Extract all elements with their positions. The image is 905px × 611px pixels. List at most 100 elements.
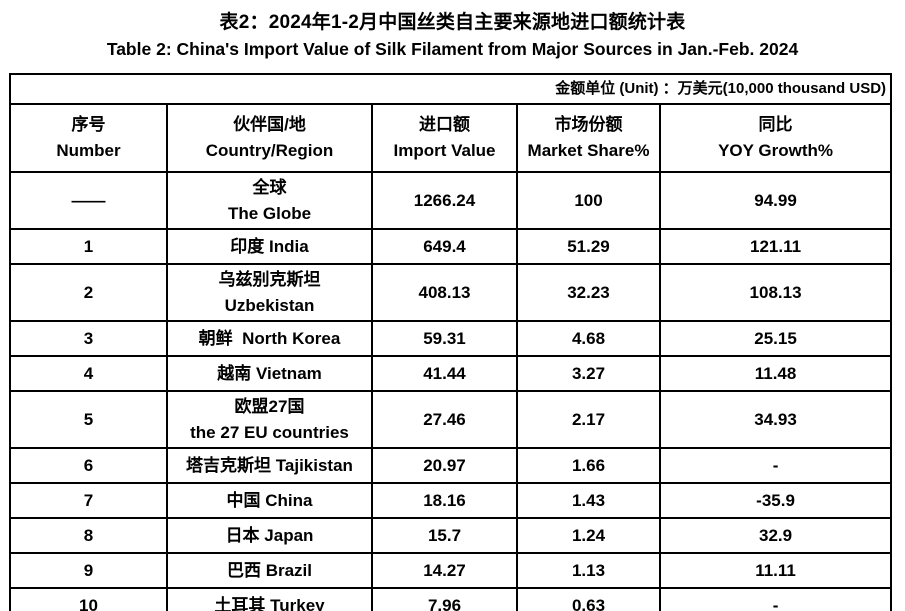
cell-import-value: 27.46	[371, 390, 518, 449]
column-header-country-region: 伙伴国/地 Country/Region	[166, 103, 373, 173]
cell-number: ——	[9, 171, 168, 230]
column-header-number: 序号 Number	[9, 103, 168, 173]
cell-country: 日本 Japan	[166, 517, 373, 554]
column-header-en-label: Country/Region	[205, 141, 334, 160]
country-line: 中国 China	[226, 490, 313, 510]
cell-country: 印度 India	[166, 228, 373, 265]
column-header-import-value: 进口额 Import Value	[371, 103, 518, 173]
table-title-english: Table 2: China's Import Value of Silk Fi…	[106, 39, 799, 59]
table-row: 5 欧盟27国 the 27 EU countries 27.46 2.17 34.93	[9, 390, 893, 449]
column-header-market-share: 市场份额 Market Share%	[516, 103, 661, 173]
cell-market-share: 1.13	[516, 552, 661, 589]
cell-market-share: 0.63	[516, 587, 661, 611]
country-line: Uzbekistan	[224, 295, 315, 315]
cell-yoy-growth: -	[658, 587, 893, 611]
cell-import-value: 14.27	[371, 552, 518, 589]
cell-import-value: 1266.24	[371, 171, 518, 230]
cell-market-share: 1.66	[516, 447, 661, 484]
cell-country: 全球 The Globe	[166, 171, 373, 230]
cell-import-value: 649.4	[371, 228, 518, 265]
cell-country: 塔吉克斯坦 Tajikistan	[166, 447, 373, 484]
table-row: 2 乌兹别克斯坦 Uzbekistan 408.13 32.23 108.13	[9, 263, 893, 322]
cell-number: 9	[9, 552, 168, 589]
column-header-zh-label: 同比	[758, 115, 793, 134]
cell-number: 3	[9, 320, 168, 357]
column-header-yoy-growth: 同比 YOY Growth%	[658, 103, 893, 173]
cell-yoy-growth: 11.48	[658, 355, 893, 392]
cell-yoy-growth: 121.11	[658, 228, 893, 265]
table-row: 3 朝鲜 North Korea 59.31 4.68 25.15	[9, 320, 893, 357]
cell-yoy-growth: 34.93	[658, 390, 893, 449]
cell-number: 4	[9, 355, 168, 392]
cell-import-value: 15.7	[371, 517, 518, 554]
country-line: 朝鲜 North Korea	[198, 328, 341, 348]
cell-import-value: 18.16	[371, 482, 518, 519]
cell-country: 欧盟27国 the 27 EU countries	[166, 390, 373, 449]
table-header-row: 序号 Number 伙伴国/地 Country/Region 进口额 Import Val…	[9, 103, 893, 173]
table-row: 9 巴西 Brazil 14.27 1.13 11.11	[9, 552, 893, 589]
country-line: 印度 India	[230, 236, 309, 256]
cell-number: 10	[9, 587, 168, 611]
country-line: 欧盟27国	[234, 396, 305, 416]
column-header-en-label: YOY Growth%	[718, 141, 833, 160]
cell-country: 中国 China	[166, 482, 373, 519]
table-row: 4 越南 Vietnam 41.44 3.27 11.48	[9, 355, 893, 392]
cell-country: 巴西 Brazil	[166, 552, 373, 589]
cell-number: 2	[9, 263, 168, 322]
column-header-zh-label: 市场份额	[554, 115, 623, 134]
cell-market-share: 1.43	[516, 482, 661, 519]
column-header-en-label: Number	[56, 141, 121, 160]
table-row: 7 中国 China 18.16 1.43 -35.9	[9, 482, 893, 519]
cell-yoy-growth: 11.11	[658, 552, 893, 589]
country-line: 土耳其 Turkey	[214, 595, 325, 611]
cell-number: 8	[9, 517, 168, 554]
country-line: 塔吉克斯坦 Tajikistan	[186, 455, 353, 475]
column-header-zh-label: 序号	[71, 115, 106, 134]
cell-market-share: 32.23	[516, 263, 661, 322]
cell-import-value: 41.44	[371, 355, 518, 392]
cell-market-share: 3.27	[516, 355, 661, 392]
column-header-en-label: Market Share%	[527, 141, 650, 160]
column-header-zh-label: 进口额	[419, 115, 470, 134]
page-header: 表2：2024年1-2月中国丝类自主要来源地进口额统计表 Table 2: Ch…	[0, 0, 905, 60]
cell-country: 朝鲜 North Korea	[166, 320, 373, 357]
table-row: —— 全球 The Globe 1266.24 100 94.99	[9, 171, 893, 230]
table-row: 1 印度 India 649.4 51.29 121.11	[9, 228, 893, 265]
unit-note: 金额单位 (Unit) ：万美元(10,000 thousand USD)	[8, 73, 893, 105]
cell-market-share: 1.24	[516, 517, 661, 554]
cell-market-share: 2.17	[516, 390, 661, 449]
country-line: 巴西 Brazil	[226, 560, 313, 580]
country-line: The Globe	[227, 203, 312, 223]
cell-yoy-growth: 94.99	[658, 171, 893, 230]
cell-market-share: 4.68	[516, 320, 661, 357]
table-row: 6 塔吉克斯坦 Tajikistan 20.97 1.66-	[9, 447, 893, 484]
cell-import-value: 59.31	[371, 320, 518, 357]
table-row: 10 土耳其 Turkey 7.96 0.63-	[9, 587, 893, 611]
cell-import-value: 20.97	[371, 447, 518, 484]
cell-yoy-growth: -35.9	[658, 482, 893, 519]
country-line: 日本 Japan	[225, 525, 314, 545]
country-line: 越南 Vietnam	[217, 363, 322, 383]
cell-number: 7	[9, 482, 168, 519]
cell-yoy-growth: -	[658, 447, 893, 484]
cell-yoy-growth: 108.13	[658, 263, 893, 322]
column-header-zh-label: 伙伴国/地	[233, 115, 306, 134]
cell-yoy-growth: 25.15	[658, 320, 893, 357]
column-header-en-label: Import Value	[393, 141, 496, 160]
cell-number: 1	[9, 228, 168, 265]
cell-country: 土耳其 Turkey	[166, 587, 373, 611]
country-line: 全球	[252, 177, 287, 197]
cell-number: 5	[9, 390, 168, 449]
cell-country: 越南 Vietnam	[166, 355, 373, 392]
cell-market-share: 51.29	[516, 228, 661, 265]
silk-import-table: 金额单位 (Unit) ：万美元(10,000 thousand USD) 序号…	[8, 73, 893, 611]
cell-country: 乌兹别克斯坦 Uzbekistan	[166, 263, 373, 322]
country-line: the 27 EU countries	[190, 422, 349, 442]
country-line: 乌兹别克斯坦	[218, 269, 321, 289]
cell-yoy-growth: 32.9	[658, 517, 893, 554]
cell-import-value: 7.96	[371, 587, 518, 611]
cell-market-share: 100	[516, 171, 661, 230]
table-row: 8 日本 Japan 15.7 1.24 32.9	[9, 517, 893, 554]
unit-row: 金额单位 (Unit) ：万美元(10,000 thousand USD)	[8, 73, 893, 105]
cell-number: 6	[9, 447, 168, 484]
